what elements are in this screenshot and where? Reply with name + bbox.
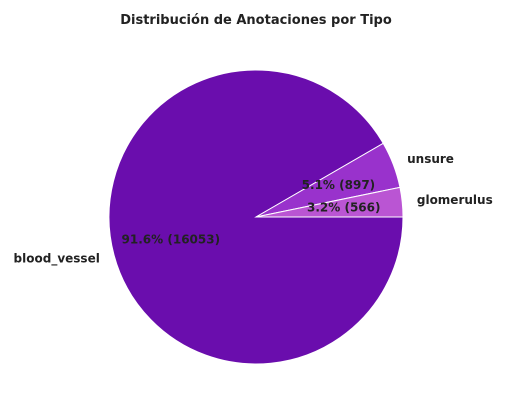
chart-title: Distribución de Anotaciones por Tipo — [120, 13, 392, 28]
pie-slice-glomerulus — [255, 186, 404, 218]
slice-label-unsure: unsure — [407, 152, 454, 166]
slice-label-blood-vessel: blood_vessel — [14, 251, 100, 266]
percent-label-glomerulus: 3.2% (566) — [307, 201, 380, 215]
percent-label-blood-vessel: 91.6% (16053) — [122, 232, 221, 246]
percent-labels: 91.6% (16053) 5.1% (897) 3.2% (566) — [122, 178, 381, 246]
slice-labels: blood_vessel unsure glomerulus — [14, 152, 493, 266]
pie-slices — [108, 69, 404, 365]
slice-label-glomerulus: glomerulus — [417, 193, 493, 207]
percent-label-unsure: 5.1% (897) — [302, 178, 375, 192]
